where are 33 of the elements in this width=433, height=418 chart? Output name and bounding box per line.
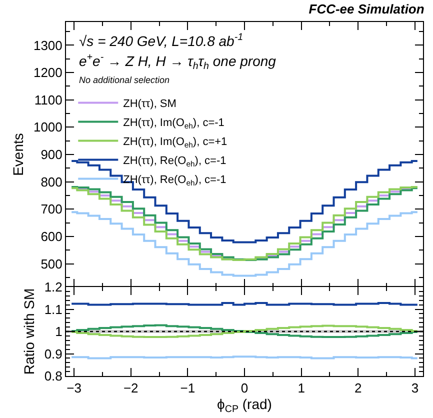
x-tick-label: −3 [66, 380, 82, 396]
annotation: √s = 240 GeV, L=10.8 ab$^{-1}$ [79, 32, 244, 49]
x-tick-label: 0 [240, 380, 248, 396]
legend-label: ZH(ττ), Re(O$_{eh}$), c=-1 [123, 174, 226, 188]
text: e$^{+}$e$^{-}$ → Z H, H → τ$_{h}$τ$_{h}$ one prong [79, 52, 276, 72]
y-tick-label: 1300 [33, 38, 62, 53]
y-tick-label: 1.1 [44, 302, 62, 317]
y-tick-label: 900 [40, 147, 62, 162]
y-tick-label: 0.8 [44, 368, 62, 384]
annotation: No additional selection [79, 75, 170, 85]
legend-label: ZH(ττ), Im(O$_{eh}$), c=+1 [123, 136, 228, 150]
y-axis-title: Ratio with SM [20, 288, 37, 375]
y-tick-label: 700 [40, 202, 62, 217]
y-tick-label: 1100 [34, 92, 62, 108]
y-tick-label: 800 [40, 174, 62, 190]
y-tick-label: 1000 [33, 120, 62, 135]
y-tick-label: 1.2 [44, 280, 62, 295]
x-tick-label: 2 [354, 380, 362, 396]
x-axis-title: ϕ$_{CP}$ (rad) [217, 396, 272, 415]
x-tick-label: −2 [123, 380, 138, 396]
x-tick-label: 1 [298, 380, 305, 396]
legend-label: ZH(ττ), Im(O$_{eh}$), c=-1 [123, 117, 224, 130]
y-tick-label: 1200 [33, 65, 62, 80]
y-axis-title: Events [10, 133, 26, 176]
y-tick-label: 500 [40, 256, 62, 272]
legend-label: ZH(ττ), SM [123, 98, 176, 110]
y-tick-label: 0.9 [44, 346, 62, 362]
chart-title: FCC-ee Simulation [308, 1, 424, 16]
y-tick-label: 1 [55, 324, 62, 340]
y-tick-label: 600 [40, 229, 62, 244]
x-tick-label: −1 [180, 380, 196, 396]
x-tick-label: 3 [411, 380, 419, 396]
legend-label: ZH(ττ), Re(O$_{eh}$), c=-1 [123, 155, 226, 168]
